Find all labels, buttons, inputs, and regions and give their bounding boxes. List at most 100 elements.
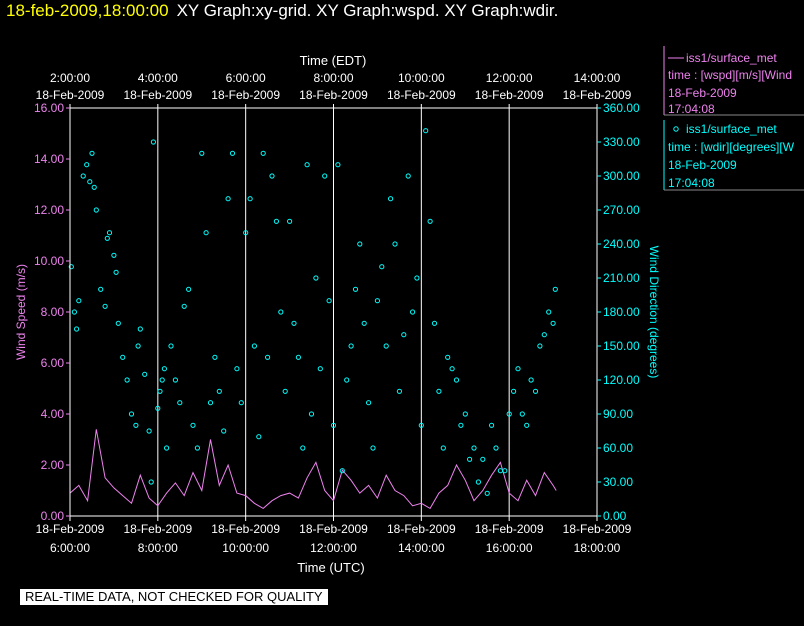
- wind-direction-point: [102, 303, 108, 309]
- wind-direction-point: [502, 468, 508, 474]
- wind-direction-point: [84, 162, 90, 168]
- bottom-axis-label: Time (UTC): [297, 560, 364, 575]
- left-axis-label: Wind Speed (m/s): [14, 264, 28, 360]
- wind-direction-point: [335, 162, 341, 168]
- wind-direction-point: [352, 286, 359, 292]
- wind-direction-point: [480, 456, 486, 462]
- graph-title: XY Graph:xy-grid. XY Graph:wspd. XY Grap…: [176, 1, 559, 20]
- top-tick-date: 18-Feb-2009: [387, 88, 456, 102]
- top-tick-date: 18-Feb-2009: [475, 88, 544, 102]
- wind-direction-point: [383, 343, 389, 349]
- wind-direction-point: [291, 320, 297, 326]
- wind-direction-point: [510, 388, 517, 394]
- wind-direction-point: [308, 411, 315, 417]
- top-tick-time: 6:00:00: [226, 71, 266, 85]
- wind-direction-point: [462, 411, 468, 417]
- wind-direction-point: [326, 298, 332, 304]
- wind-direction-point: [164, 445, 170, 451]
- wind-direction-point: [142, 371, 148, 377]
- wind-direction-point: [493, 445, 499, 451]
- wind-direction-point: [161, 366, 167, 372]
- wind-direction-point: [317, 366, 323, 372]
- top-tick-date: 18-Feb-2009: [123, 88, 192, 102]
- wind-direction-point: [418, 422, 424, 428]
- vertical-gridlines: [157, 108, 510, 516]
- left-tick-label: 2.00: [41, 458, 65, 472]
- bottom-tick-date: 18-Feb-2009: [387, 522, 456, 536]
- wind-direction-point: [168, 343, 174, 349]
- right-tick-label: 0.00: [603, 509, 627, 523]
- wind-direction-point: [541, 332, 547, 338]
- left-tick-label: 12.00: [34, 203, 64, 217]
- wind-direction-point: [401, 332, 407, 338]
- wind-direction-point: [216, 388, 222, 394]
- top-tick-time: 8:00:00: [313, 71, 353, 85]
- wind-direction-point: [532, 388, 539, 394]
- bottom-tick-time: 16:00:00: [486, 541, 533, 555]
- wind-direction-point: [135, 343, 141, 349]
- wind-direction-point: [524, 422, 530, 428]
- wind-direction-point: [150, 139, 156, 145]
- wind-direction-point: [304, 162, 310, 168]
- left-tick-label: 10.00: [34, 254, 64, 268]
- wind-direction-point: [256, 434, 262, 440]
- legend-wspd-name: iss1/surface_met: [686, 51, 777, 65]
- wind-direction-point: [265, 354, 271, 360]
- quality-warning: REAL-TIME DATA, NOT CHECKED FOR QUALITY: [20, 589, 328, 605]
- chart-title: 18-feb-2009,18:00:00 XY Graph:xy-grid. XY…: [6, 1, 558, 21]
- right-tick-label: 330.00: [603, 135, 640, 149]
- legend-wspd-line2: time : [wspd][m/s][Wind: [668, 68, 792, 82]
- wind-direction-point: [344, 377, 350, 383]
- wind-direction-point: [238, 400, 244, 406]
- bottom-tick-date: 18-Feb-2009: [299, 522, 368, 536]
- legend: iss1/surface_met time : [wspd][m/s][Wind…: [663, 46, 804, 191]
- wind-direction-point: [484, 490, 490, 496]
- left-tick-label: 14.00: [34, 152, 64, 166]
- wind-direction-point: [124, 377, 130, 383]
- wind-direction-point: [287, 218, 293, 224]
- wind-direction-point: [87, 179, 93, 185]
- wind-direction-point: [282, 388, 288, 394]
- wind-direction-point: [221, 428, 227, 434]
- wind-direction-point: [313, 275, 319, 281]
- left-tick-label: 6.00: [41, 356, 65, 370]
- wind-direction-point: [410, 309, 416, 315]
- wind-direction-point: [396, 388, 402, 394]
- wind-direction-point: [203, 230, 209, 236]
- wind-direction-point: [111, 252, 117, 258]
- top-tick-date: 18-Feb-2009: [36, 88, 105, 102]
- right-tick-label: 270.00: [603, 203, 640, 217]
- right-tick-label: 120.00: [603, 373, 640, 387]
- bottom-tick-date: 18-Feb-2009: [211, 522, 280, 536]
- legend-wdir-date: 18-Feb-2009: [668, 158, 737, 172]
- wind-direction-point: [322, 173, 328, 179]
- timestamp: 18-feb-2009,18:00:00: [6, 1, 169, 20]
- wind-direction-point: [260, 150, 266, 156]
- wind-direction-point: [449, 366, 455, 372]
- wind-direction-point: [458, 422, 464, 428]
- right-tick-label: 240.00: [603, 237, 640, 251]
- wind-direction-point: [431, 320, 438, 326]
- wind-direction-point: [269, 173, 275, 179]
- wind-direction-point: [273, 218, 279, 224]
- wind-direction-point: [225, 196, 231, 202]
- bottom-tick-time: 10:00:00: [222, 541, 269, 555]
- wind-direction-point: [137, 326, 143, 332]
- wind-direction-point: [247, 196, 253, 202]
- top-tick-time: 14:00:00: [574, 71, 621, 85]
- right-axis-label: Wind Direction (degrees): [647, 246, 661, 379]
- legend-wdir-time: 17:04:08: [668, 176, 715, 190]
- bottom-tick-time: 8:00:00: [138, 541, 178, 555]
- right-tick-label: 210.00: [603, 271, 640, 285]
- wind-direction-point: [68, 264, 74, 270]
- wind-direction-point: [489, 422, 495, 428]
- left-tick-label: 16.00: [34, 101, 64, 115]
- bottom-tick-date: 18-Feb-2009: [563, 522, 632, 536]
- wind-direction-point: [414, 275, 420, 281]
- left-tick-label: 8.00: [41, 305, 65, 319]
- wind-direction-point: [278, 309, 284, 315]
- left-tick-label: 4.00: [41, 407, 65, 421]
- wind-direction-point: [405, 173, 411, 179]
- wind-direction-point: [427, 218, 433, 224]
- bottom-tick-date: 18-Feb-2009: [36, 522, 105, 536]
